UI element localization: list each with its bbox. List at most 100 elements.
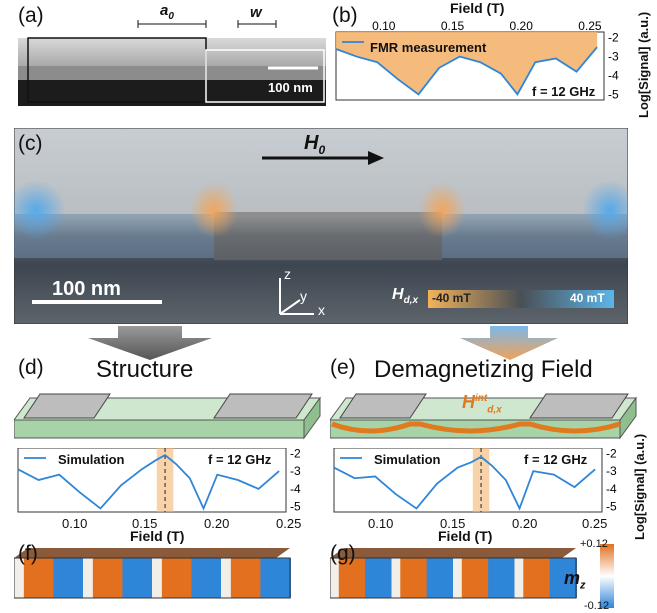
- mz-stripe: [540, 558, 551, 598]
- signal-curve: [335, 46, 598, 96]
- panel-g-label: (g): [330, 542, 356, 565]
- panel-e-label: (e): [330, 356, 356, 379]
- mz-stripe: [567, 558, 577, 598]
- xtick-label: 0.25: [578, 19, 602, 33]
- mz-stripe: [365, 558, 375, 598]
- ytick-label: -5: [606, 500, 617, 514]
- mz-stripe: [338, 558, 349, 598]
- mz-stripe: [92, 558, 104, 598]
- mz-stripe: [435, 558, 446, 598]
- panel-d-chart: -2 -3 -4 -5: [17, 448, 301, 514]
- xtick-label: 0.10: [372, 19, 396, 33]
- panel-b-chart: -2 -3 -4 -5 0.10 0.15 0.20 0.25: [335, 19, 619, 101]
- panel-e-ylabel: Log[Signal] (a.u.): [632, 433, 647, 540]
- ytick-label: -2: [290, 448, 301, 460]
- mz-stripe: [514, 558, 525, 598]
- panel-g: (g) +0.12 mz -0.12: [330, 538, 657, 612]
- xtick-label: 0.15: [441, 19, 465, 33]
- mz-stripe: [400, 558, 411, 598]
- panel-c-label: (c): [18, 132, 43, 155]
- ytick-label: -2: [608, 31, 619, 45]
- mz-stripe: [532, 558, 542, 598]
- mz-stripe: [191, 558, 203, 598]
- panel-e-xtick: 0.10: [368, 516, 394, 531]
- ytick-label: -4: [606, 482, 617, 496]
- panel-d-legend: Simulation: [58, 452, 125, 467]
- film-top-edge: [14, 548, 290, 558]
- panel-b-xlabel: Field (T): [450, 0, 505, 16]
- mz-stripe: [132, 558, 144, 598]
- mz-stripe: [260, 558, 272, 598]
- mz-stripe: [549, 558, 560, 598]
- panel-d: (d) Structure -2 -3 -4 -5 Simulation f = 12…: [14, 352, 324, 544]
- axis-z-label: z: [284, 266, 291, 282]
- a0-label: a0: [160, 2, 174, 22]
- panel-d-xtick: 0.20: [204, 516, 230, 531]
- panel-d-freq: f = 12 GHz: [208, 452, 272, 467]
- xtick-label: 0.20: [510, 19, 534, 33]
- demag-schematic: [330, 393, 637, 440]
- mz-stripe: [112, 558, 124, 598]
- panel-f-label: (f): [18, 542, 38, 565]
- mz-stripe: [53, 558, 65, 598]
- mz-stripe: [417, 558, 428, 598]
- panel-b-label: (b): [332, 4, 358, 27]
- panel-d-xtick: 0.15: [132, 516, 158, 531]
- panel-d-xlabel: Field (T): [130, 528, 185, 544]
- mz-stripe: [221, 558, 232, 598]
- mz-stripe: [505, 558, 516, 598]
- mode-profile-f: [14, 548, 291, 599]
- mz-stripe: [496, 558, 507, 598]
- panel-e-xtick: 0.25: [582, 516, 608, 531]
- film-top-edge: [330, 548, 576, 558]
- mz-stripe: [453, 558, 463, 598]
- mz-stripe: [152, 558, 163, 598]
- w-label: w: [250, 4, 262, 21]
- mz-max-label: +0.12: [580, 538, 608, 550]
- ytick-label: -3: [290, 464, 301, 478]
- mz-stripe: [347, 558, 358, 598]
- h0-label: H0: [304, 132, 326, 157]
- mz-stripe: [63, 558, 75, 598]
- mz-stripe: [250, 558, 262, 598]
- mz-stripe: [356, 558, 367, 598]
- mz-stripe: [330, 558, 340, 598]
- demag-hint-label: Hintd,x: [462, 392, 502, 416]
- mz-stripe: [171, 558, 183, 598]
- panel-c-scale-label: 100 nm: [52, 278, 121, 300]
- panel-f: (f): [14, 540, 304, 612]
- mz-stripe: [14, 558, 25, 598]
- panel-b-ylabel: Log[Signal] (a.u.): [636, 11, 651, 118]
- mz-stripe: [33, 558, 45, 598]
- structure-schematic: [14, 393, 321, 440]
- mz-min-label: -0.12: [584, 600, 610, 612]
- panel-e-xtick: 0.15: [440, 516, 466, 531]
- mz-stripe: [426, 558, 437, 598]
- panel-d-xtick: 0.10: [62, 516, 88, 531]
- mz-stripe: [122, 558, 134, 598]
- mz-stripe: [211, 558, 222, 598]
- mz-stripe: [373, 558, 384, 598]
- mz-stripe: [444, 558, 454, 598]
- mz-colorbar: [600, 544, 614, 608]
- panel-e-xlabel: Field (T): [438, 528, 493, 544]
- panel-e-freq: f = 12 GHz: [524, 452, 588, 467]
- mz-stripe: [382, 558, 393, 598]
- mz-stripe: [230, 558, 242, 598]
- mz-stripe: [43, 558, 55, 598]
- tem-image: [18, 20, 326, 106]
- mz-stripe: [391, 558, 402, 598]
- colorbar-max-label: 40 mT: [570, 291, 605, 305]
- signal-curve: [333, 455, 596, 511]
- mz-stripe: [201, 558, 213, 598]
- mz-stripe: [479, 558, 490, 598]
- plot-frame: [17, 448, 287, 513]
- axis-y-label: y: [300, 288, 307, 304]
- panel-d-title: Structure: [96, 356, 194, 383]
- panel-b-legend: FMR measurement: [370, 40, 487, 55]
- ytick-label: -2: [606, 448, 617, 460]
- panel-d-label: (d): [18, 356, 44, 379]
- mz-stripe: [73, 558, 84, 598]
- film-outline: [14, 557, 291, 599]
- signal-fill: [336, 32, 598, 95]
